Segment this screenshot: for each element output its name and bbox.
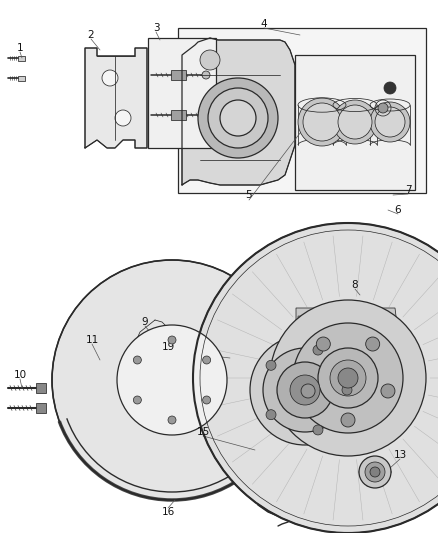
Text: 5: 5	[246, 190, 252, 200]
Circle shape	[290, 375, 320, 405]
Circle shape	[266, 410, 276, 419]
Circle shape	[313, 425, 323, 435]
Circle shape	[115, 110, 131, 126]
Polygon shape	[18, 76, 25, 80]
Circle shape	[381, 384, 395, 398]
Polygon shape	[85, 48, 147, 148]
Bar	[295, 55, 415, 190]
Polygon shape	[376, 316, 402, 388]
Text: 15: 15	[196, 427, 210, 437]
Circle shape	[198, 78, 278, 158]
Circle shape	[375, 107, 405, 137]
Bar	[148, 38, 216, 148]
Text: 7: 7	[405, 185, 411, 195]
Circle shape	[52, 260, 292, 500]
Circle shape	[220, 100, 256, 136]
Circle shape	[202, 71, 210, 79]
Circle shape	[298, 98, 346, 146]
Polygon shape	[374, 308, 404, 393]
Polygon shape	[270, 356, 277, 360]
Circle shape	[378, 103, 388, 113]
Circle shape	[359, 456, 391, 488]
Circle shape	[313, 345, 323, 355]
Circle shape	[250, 335, 360, 445]
Circle shape	[370, 467, 380, 477]
Bar	[178, 28, 426, 193]
Polygon shape	[18, 55, 25, 61]
Circle shape	[333, 100, 377, 144]
Circle shape	[338, 105, 372, 139]
Circle shape	[193, 223, 438, 533]
Circle shape	[338, 368, 358, 388]
Circle shape	[208, 88, 268, 148]
Circle shape	[341, 413, 355, 427]
Text: 10: 10	[14, 370, 27, 380]
Circle shape	[301, 384, 315, 398]
Polygon shape	[171, 110, 186, 120]
Circle shape	[117, 325, 227, 435]
Circle shape	[318, 348, 378, 408]
Circle shape	[203, 396, 211, 404]
Text: 12: 12	[401, 360, 415, 370]
Circle shape	[263, 348, 347, 432]
Circle shape	[370, 102, 410, 142]
Text: 2: 2	[88, 30, 94, 40]
Circle shape	[293, 323, 403, 433]
Text: 6: 6	[395, 205, 401, 215]
Circle shape	[266, 360, 276, 370]
Polygon shape	[182, 38, 295, 185]
Text: 8: 8	[352, 280, 358, 290]
Circle shape	[303, 103, 341, 141]
Circle shape	[277, 362, 333, 418]
Circle shape	[133, 396, 141, 404]
Polygon shape	[36, 383, 46, 393]
Polygon shape	[36, 403, 46, 413]
Text: 19: 19	[161, 342, 175, 352]
Polygon shape	[262, 490, 295, 505]
Polygon shape	[335, 308, 365, 393]
Circle shape	[365, 462, 385, 482]
Polygon shape	[171, 70, 186, 80]
Bar	[118, 330, 288, 405]
Text: 11: 11	[85, 335, 99, 345]
Circle shape	[330, 360, 366, 396]
Polygon shape	[298, 316, 324, 388]
Circle shape	[203, 356, 211, 364]
Text: 13: 13	[393, 450, 406, 460]
Circle shape	[366, 337, 380, 351]
Polygon shape	[296, 308, 326, 393]
Circle shape	[384, 82, 396, 94]
Bar	[285, 290, 433, 465]
Circle shape	[316, 337, 330, 351]
Circle shape	[168, 336, 176, 344]
Text: 4: 4	[261, 19, 267, 29]
Text: 16: 16	[161, 507, 175, 517]
Text: 1: 1	[17, 43, 23, 53]
Circle shape	[133, 356, 141, 364]
Circle shape	[168, 416, 176, 424]
Circle shape	[200, 50, 220, 70]
Text: 3: 3	[153, 23, 159, 33]
Polygon shape	[337, 316, 363, 388]
Text: 9: 9	[141, 317, 148, 327]
Circle shape	[202, 111, 210, 119]
Circle shape	[270, 300, 426, 456]
Circle shape	[102, 70, 118, 86]
Circle shape	[342, 385, 352, 395]
